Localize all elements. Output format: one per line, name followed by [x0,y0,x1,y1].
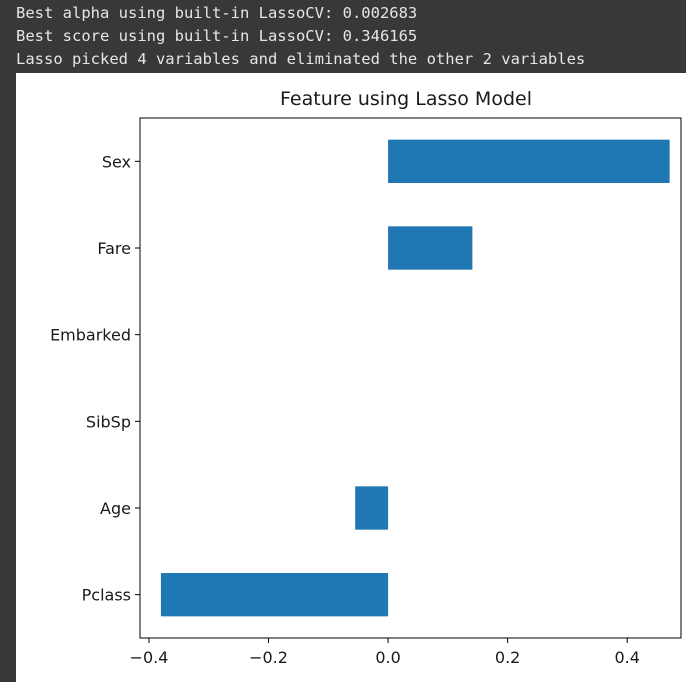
x-tick-label: 0.2 [495,648,520,667]
chart-figure: Feature using Lasso Model Sex Fare Embarke… [16,73,686,682]
y-tick-label-sex: Sex [102,152,131,171]
bar-pclass [160,573,389,617]
y-tick-label-pclass: Pclass [82,586,131,605]
y-tick-label-age: Age [100,499,131,518]
x-tick-label: 0.4 [614,648,639,667]
x-tick-label: −0.2 [249,648,288,667]
x-axis: −0.4 −0.2 0.0 0.2 0.4 [130,638,640,667]
y-tick-label-fare: Fare [97,239,131,258]
bars-layer [160,139,670,617]
axes-frame [139,117,682,639]
console-line-best-score: Best score using built-in LassoCV: 0.346… [16,27,418,45]
bar-sex [388,139,670,183]
y-tick-label-sibsp: SibSp [86,412,131,431]
console-line-best-alpha: Best alpha using built-in LassoCV: 0.002… [16,4,418,22]
chart-title: Feature using Lasso Model [280,88,532,110]
bar-fare [388,226,473,270]
y-axis: Sex Fare Embarked SibSp Age Pclass [50,152,140,605]
x-tick-label: −0.4 [130,648,169,667]
lasso-feature-chart: Feature using Lasso Model Sex Fare Embarke… [50,88,682,667]
console-line-lasso-picked: Lasso picked 4 variables and eliminated … [16,50,586,68]
y-tick-label-embarked: Embarked [50,326,131,345]
x-tick-label: 0.0 [375,648,400,667]
bar-age [355,486,389,530]
